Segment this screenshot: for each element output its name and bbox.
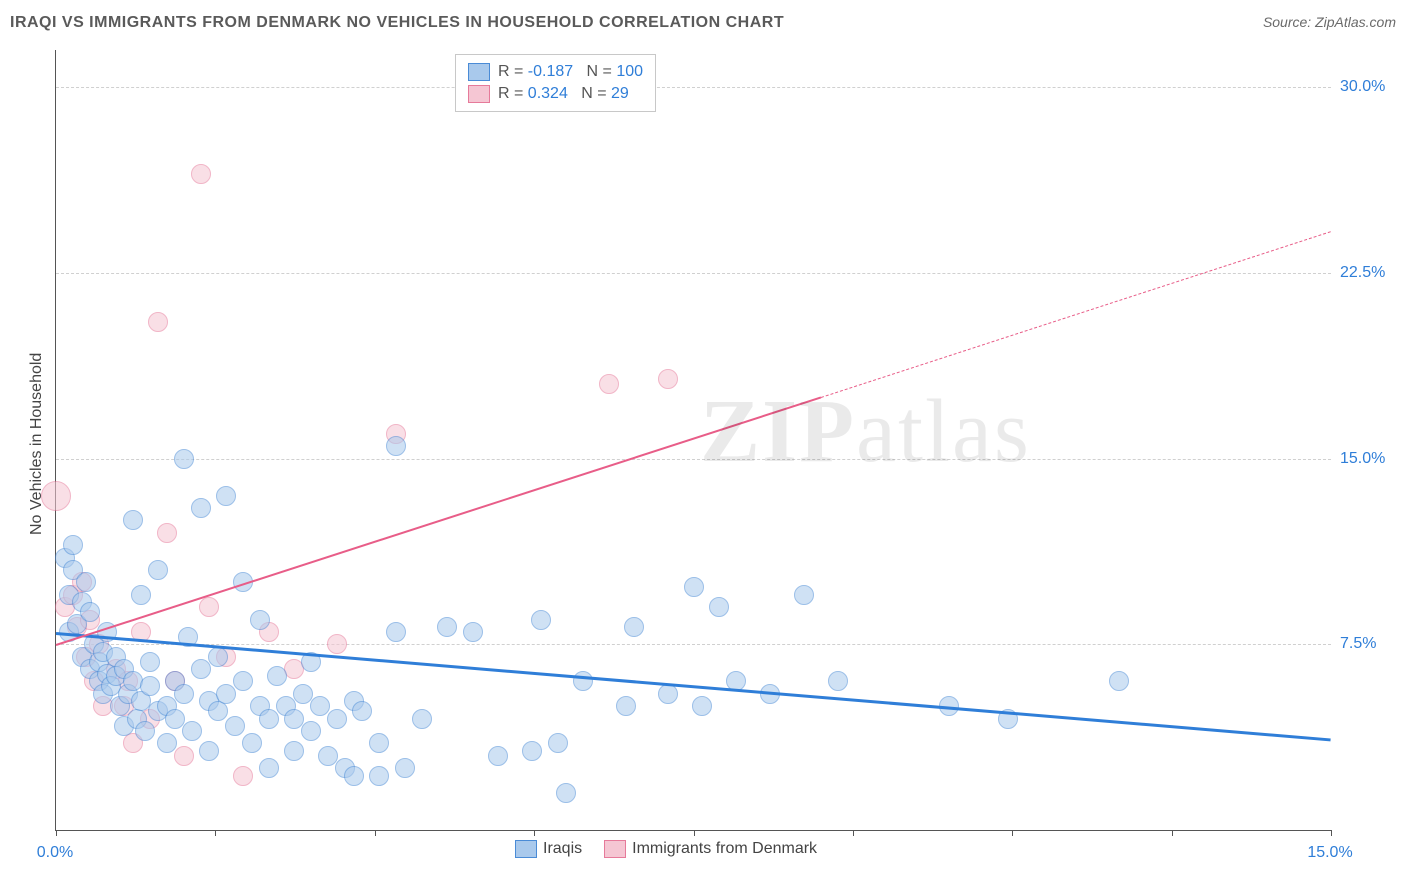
- blue-point: [140, 676, 160, 696]
- y-tick-label: 22.5%: [1340, 264, 1385, 282]
- blue-point: [624, 617, 644, 637]
- blue-point: [284, 741, 304, 761]
- blue-point: [216, 486, 236, 506]
- blue-point: [225, 716, 245, 736]
- pink-point: [658, 369, 678, 389]
- blue-point: [616, 696, 636, 716]
- chart-title: IRAQI VS IMMIGRANTS FROM DENMARK NO VEHI…: [10, 14, 784, 31]
- y-axis-label: No Vehicles in Household: [28, 353, 46, 535]
- blue-point: [284, 709, 304, 729]
- blue-point: [140, 652, 160, 672]
- y-tick-label: 7.5%: [1340, 635, 1376, 653]
- blue-point: [182, 721, 202, 741]
- x-tick-label: 15.0%: [1307, 844, 1352, 862]
- blue-point: [488, 746, 508, 766]
- legend-row: R = 0.324 N = 29: [468, 83, 643, 105]
- blue-point: [556, 783, 576, 803]
- blue-point: [174, 449, 194, 469]
- blue-point: [250, 610, 270, 630]
- blue-point: [344, 766, 364, 786]
- blue-point: [794, 585, 814, 605]
- pink-point: [157, 523, 177, 543]
- pink-swatch-icon: [468, 85, 490, 103]
- series-legend: Iraqis Immigrants from Denmark: [515, 840, 817, 858]
- blue-point: [259, 758, 279, 778]
- blue-point: [369, 733, 389, 753]
- blue-point: [123, 510, 143, 530]
- grid-line: [56, 273, 1331, 274]
- scatter-plot-area: [55, 50, 1331, 831]
- blue-point: [148, 560, 168, 580]
- blue-point: [131, 585, 151, 605]
- blue-point: [191, 498, 211, 518]
- legend-item: Immigrants from Denmark: [604, 840, 817, 858]
- blue-point: [709, 597, 729, 617]
- blue-point: [1109, 671, 1129, 691]
- blue-point: [76, 572, 96, 592]
- blue-point: [522, 741, 542, 761]
- grid-line: [56, 87, 1331, 88]
- blue-point: [233, 671, 253, 691]
- blue-point: [318, 746, 338, 766]
- blue-point: [386, 622, 406, 642]
- y-tick-label: 30.0%: [1340, 78, 1385, 96]
- blue-point: [242, 733, 262, 753]
- blue-point: [310, 696, 330, 716]
- blue-point: [531, 610, 551, 630]
- blue-swatch-icon: [468, 63, 490, 81]
- grid-line: [56, 644, 1331, 645]
- pink-point: [233, 766, 253, 786]
- blue-point: [135, 721, 155, 741]
- blue-point: [199, 741, 219, 761]
- blue-point: [684, 577, 704, 597]
- pink-point: [199, 597, 219, 617]
- x-tick-label: 0.0%: [37, 844, 73, 862]
- blue-point: [369, 766, 389, 786]
- blue-point: [259, 709, 279, 729]
- y-tick-label: 15.0%: [1340, 450, 1385, 468]
- blue-point: [692, 696, 712, 716]
- blue-point: [165, 709, 185, 729]
- blue-point: [463, 622, 483, 642]
- blue-point: [216, 684, 236, 704]
- blue-point: [174, 684, 194, 704]
- blue-point: [63, 535, 83, 555]
- trend-line-pink: [56, 397, 822, 647]
- blue-point: [301, 721, 321, 741]
- correlation-legend: R = -0.187 N = 100R = 0.324 N = 29: [455, 54, 656, 112]
- blue-point: [267, 666, 287, 686]
- legend-row: R = -0.187 N = 100: [468, 61, 643, 83]
- blue-point: [548, 733, 568, 753]
- source-attribution: Source: ZipAtlas.com: [1263, 14, 1396, 30]
- pink-point: [191, 164, 211, 184]
- pink-point: [599, 374, 619, 394]
- pink-point: [174, 746, 194, 766]
- blue-point: [828, 671, 848, 691]
- blue-point: [412, 709, 432, 729]
- blue-point: [386, 436, 406, 456]
- blue-point: [395, 758, 415, 778]
- blue-point: [658, 684, 678, 704]
- legend-item: Iraqis: [515, 840, 582, 858]
- blue-point: [80, 602, 100, 622]
- blue-point: [293, 684, 313, 704]
- blue-point: [157, 733, 177, 753]
- pink-point: [327, 634, 347, 654]
- blue-point: [352, 701, 372, 721]
- grid-line: [56, 459, 1331, 460]
- blue-point: [191, 659, 211, 679]
- pink-point: [148, 312, 168, 332]
- pink-swatch-icon: [604, 840, 626, 858]
- trend-line-pink-extrapolated: [821, 231, 1331, 398]
- blue-point: [437, 617, 457, 637]
- blue-swatch-icon: [515, 840, 537, 858]
- blue-point: [208, 647, 228, 667]
- blue-point: [327, 709, 347, 729]
- blue-point: [208, 701, 228, 721]
